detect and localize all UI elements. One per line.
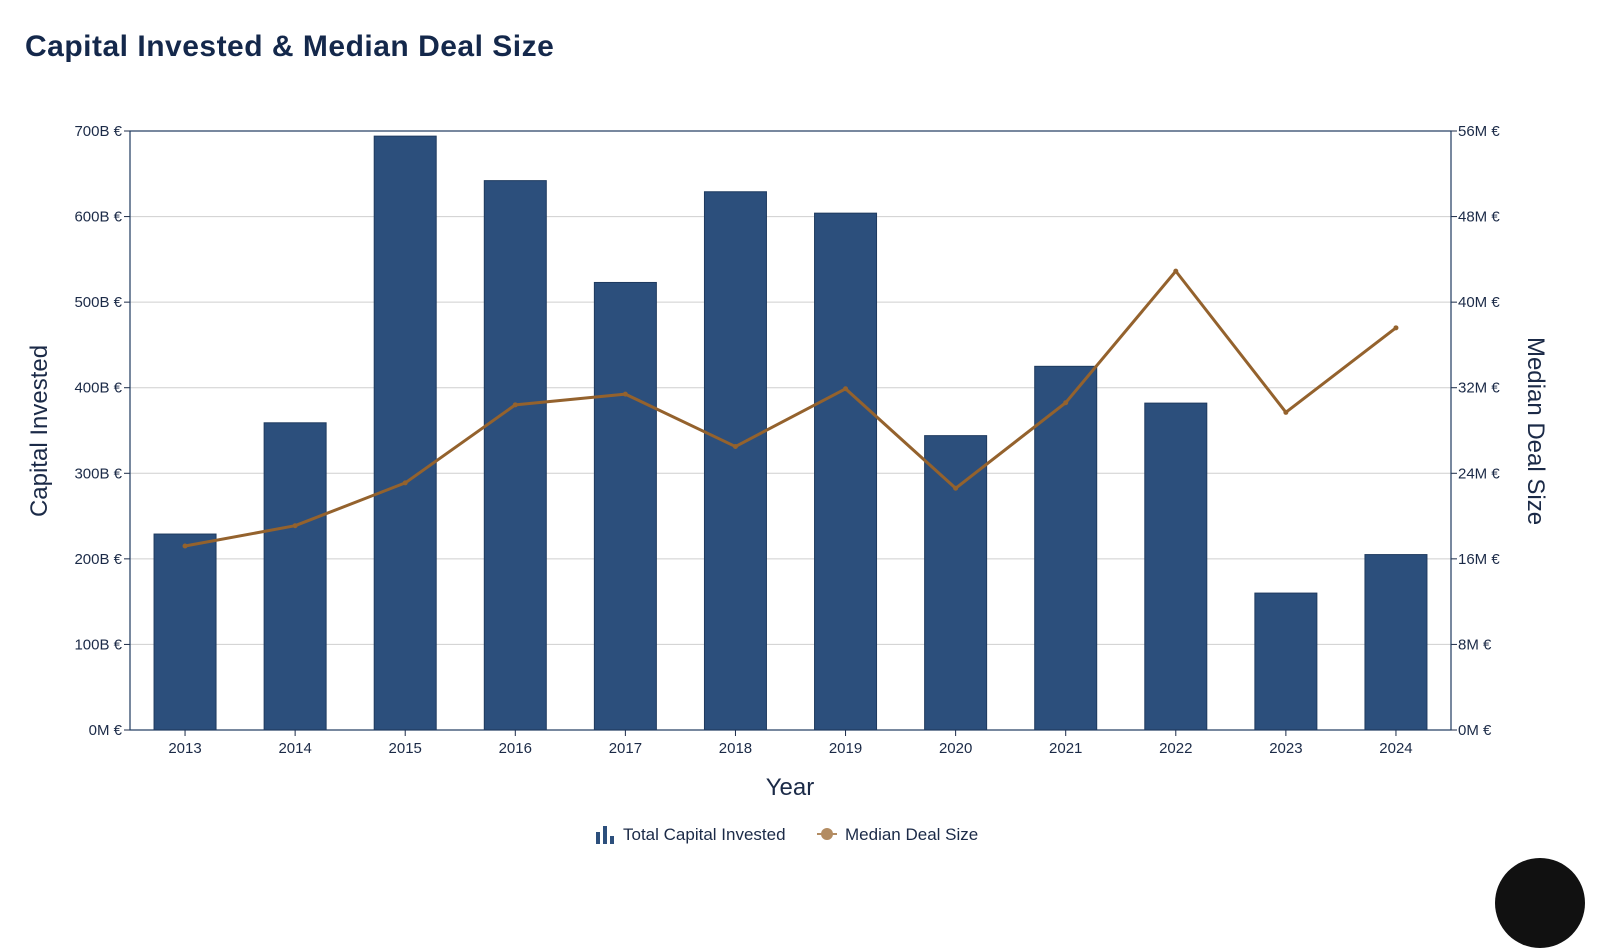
bar-chart-icon-bar [610,836,614,844]
legend-label-line: Median Deal Size [845,825,978,844]
gridlines [130,216,1451,645]
line-marker-icon [821,828,833,840]
line-point-2014[interactable] [292,523,298,529]
tick-labels: 0M € 0M € 100B € 8M € 200B € 16M € 300B € 24M €… [74,123,1500,757]
line-point-2023[interactable] [1283,409,1289,415]
bar-series [153,135,1428,731]
bar-2024[interactable] [1364,554,1428,731]
bar-2014[interactable] [263,422,327,731]
y2-tick-label: 0M € [1458,722,1492,739]
y2-tick-label: 32M € [1458,380,1500,397]
line-point-2019[interactable] [843,386,849,392]
y-tick-label: 600B € [74,209,122,226]
x-tick-label: 2014 [278,740,311,757]
line-point-2021[interactable] [1063,400,1069,406]
x-tick-label: 2019 [829,740,862,757]
y-tick-label: 400B € [74,380,122,397]
bar-2016[interactable] [483,180,547,731]
y2-tick-label: 24M € [1458,465,1500,482]
x-tick-label: 2018 [719,740,752,757]
median-deal-size-line [184,269,1397,548]
x-tick-label: 2022 [1159,740,1192,757]
line-point-2020[interactable] [953,485,959,491]
x-axis-title: Year [766,774,815,801]
x-tick-label: 2023 [1269,740,1302,757]
bar-2019[interactable] [814,212,878,731]
chat-launcher-button[interactable] [1495,858,1585,948]
line-point-2024[interactable] [1393,325,1399,331]
x-tick-label: 2015 [389,740,422,757]
bar-2017[interactable] [593,281,657,731]
bar-2022[interactable] [1144,402,1208,731]
x-tick-label: 2021 [1049,740,1082,757]
line-point-2022[interactable] [1173,268,1179,274]
y-tick-label: 700B € [74,123,122,140]
bar-2021[interactable] [1034,365,1098,731]
legend-label-bars: Total Capital Invested [623,825,786,844]
chart-title: Capital Invested & Median Deal Size [25,30,555,63]
bar-2013[interactable] [153,533,217,731]
y2-tick-label: 48M € [1458,209,1500,226]
legend-item-bars[interactable]: Total Capital Invested [596,825,786,844]
y2-tick-label: 16M € [1458,551,1500,568]
x-tick-label: 2017 [609,740,642,757]
plot-frame [129,130,1452,731]
x-tick-label: 2024 [1379,740,1412,757]
bar-chart-icon-bar [603,826,607,844]
legend: Total Capital Invested Median Deal Size [596,825,978,844]
y2-tick-label: 8M € [1458,636,1492,653]
y-axis-title: Capital Invested [26,345,53,517]
y-tick-label: 200B € [74,551,122,568]
line-point-2017[interactable] [622,391,628,397]
bar-chart-icon [596,832,600,844]
y-tick-label: 300B € [74,465,122,482]
axes [124,130,1457,736]
y-tick-label: 100B € [74,636,122,653]
y-tick-label: 0M € [89,722,123,739]
bar-2018[interactable] [703,191,767,731]
y2-tick-label: 40M € [1458,294,1500,311]
bar-2020[interactable] [924,435,988,731]
legend-item-line[interactable]: Median Deal Size [817,825,978,844]
y2-axis-title: Median Deal Size [1522,337,1549,525]
bar-2023[interactable] [1254,592,1318,731]
line-point-2016[interactable] [512,402,518,408]
line-point-2015[interactable] [402,480,408,486]
bar-2015[interactable] [373,135,437,731]
combo-chart: 0M € 0M € 100B € 8M € 200B € 16M € 300B € 24M €… [26,123,1549,844]
y2-tick-label: 56M € [1458,123,1500,140]
line-series [182,268,1399,549]
y-tick-label: 500B € [74,294,122,311]
x-tick-label: 2020 [939,740,972,757]
line-point-2013[interactable] [182,543,188,549]
x-tick-label: 2016 [499,740,532,757]
x-tick-label: 2013 [168,740,201,757]
line-point-2018[interactable] [732,444,738,450]
